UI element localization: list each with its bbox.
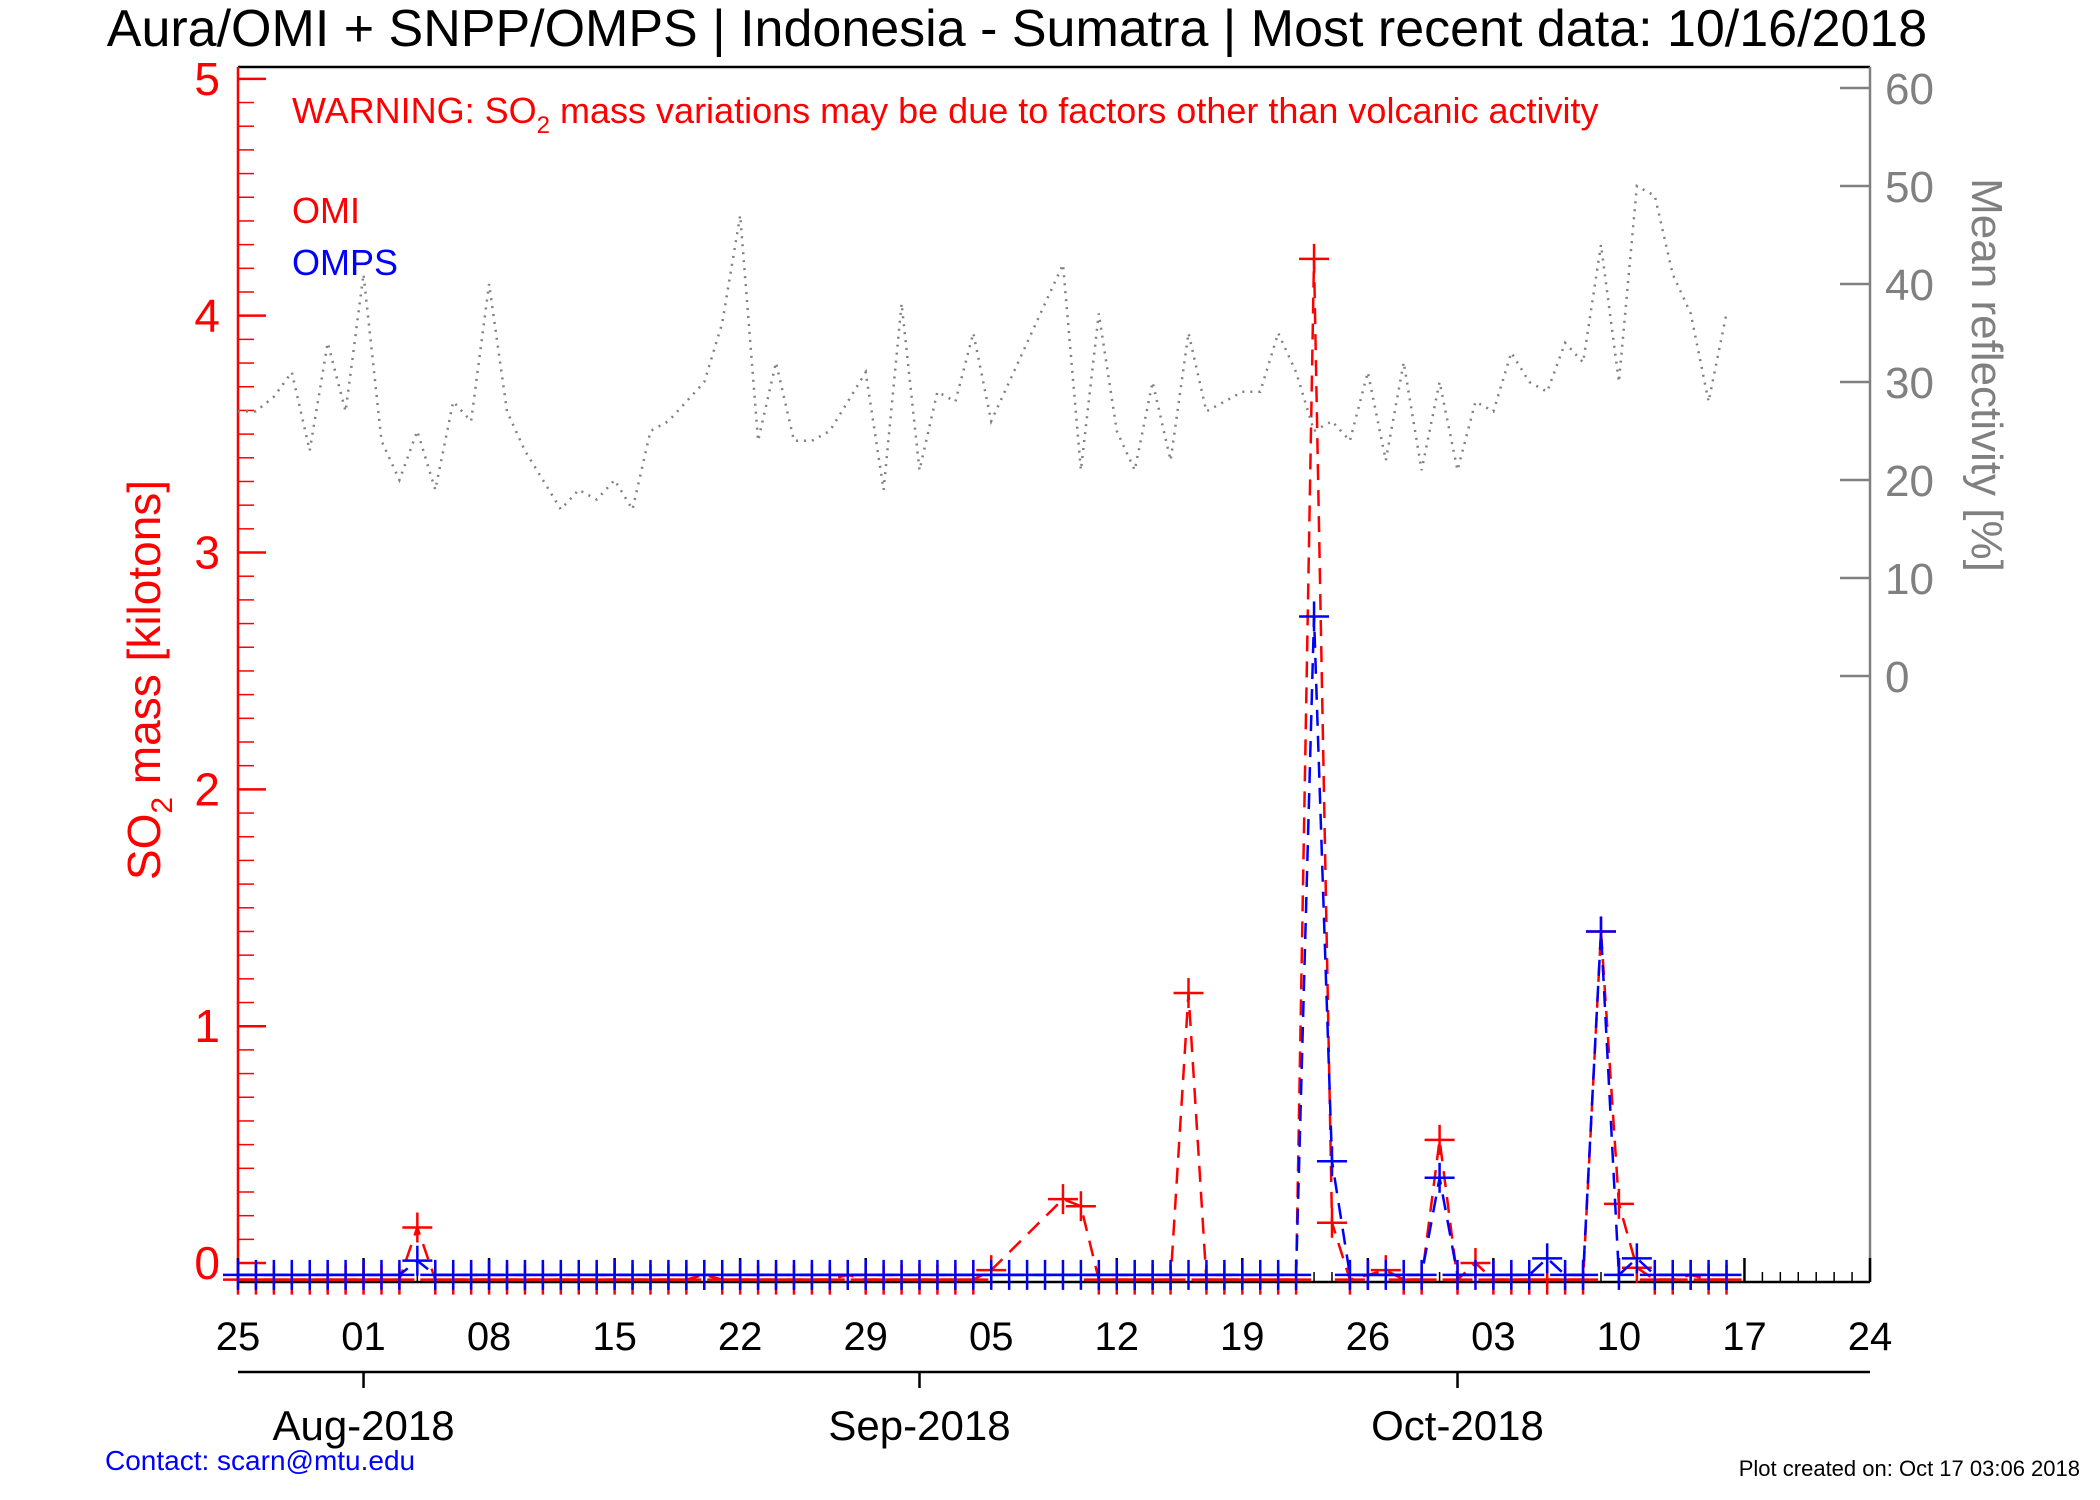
created-text: Plot created on: Oct 17 03:06 2018 (1739, 1456, 2080, 1481)
x-tick-label: 24 (1848, 1315, 1893, 1359)
omi-point (1299, 243, 1330, 274)
omi-point (1065, 1191, 1096, 1222)
x-tick-label: 25 (216, 1315, 261, 1359)
omps-point (1514, 1259, 1545, 1290)
legend-omi: OMI (292, 190, 360, 231)
right-tick-label: 10 (1885, 555, 1934, 604)
x-tick-label: 15 (592, 1315, 637, 1359)
right-tick-label: 40 (1885, 261, 1934, 310)
series-layer (223, 183, 1742, 1295)
chart-title: Aura/OMI + SNPP/OMPS | Indonesia - Sumat… (107, 0, 1927, 58)
month-label: Aug-2018 (272, 1402, 454, 1449)
right-tick-labels: 0 10 20 30 40 50 60 (1885, 65, 1934, 702)
omi-point (402, 1212, 433, 1243)
x-tick-label: 12 (1095, 1315, 1140, 1359)
omps-point (402, 1245, 433, 1276)
omps-point (1424, 1162, 1455, 1193)
left-axis-label: SO2 mass [kilotons] (118, 480, 179, 880)
omi-point (1173, 978, 1204, 1009)
legend-omps: OMPS (292, 242, 398, 283)
omi-point (1047, 1184, 1078, 1215)
x-tick-label: 08 (467, 1315, 512, 1359)
right-tick-label: 50 (1885, 163, 1934, 212)
left-tick-labels: 0 1 2 3 4 5 (194, 53, 220, 1289)
right-tick-label: 60 (1885, 65, 1934, 114)
x-tick-label: 17 (1722, 1315, 1767, 1359)
right-tick-label: 30 (1885, 359, 1934, 408)
x-tick-label: 01 (341, 1315, 386, 1359)
right-axis-label: Mean reflectivity [%] (1962, 178, 2011, 572)
x-tick-label: 22 (718, 1315, 763, 1359)
left-tick-label: 0 (194, 1237, 220, 1289)
omps-point (384, 1259, 415, 1290)
warning-text: WARNING: SO2 mass variations may be due … (292, 90, 1599, 139)
omps-point (1299, 601, 1330, 632)
left-tick-label: 3 (194, 527, 220, 579)
omi-point (1316, 1207, 1347, 1238)
omps-point (1281, 1259, 1312, 1290)
x-tick-label: 05 (969, 1315, 1014, 1359)
x-tick-label: 19 (1220, 1315, 1265, 1359)
omi-point (1424, 1124, 1455, 1155)
omps-point (1585, 916, 1616, 947)
x-tick-label: 26 (1346, 1315, 1391, 1359)
x-tick-labels: 25 01 08 15 22 29 05 12 19 26 03 10 17 24 (216, 1315, 1893, 1359)
left-tick-label: 2 (194, 763, 220, 815)
x-tick-label: 10 (1597, 1315, 1642, 1359)
left-tick-label: 1 (194, 1000, 220, 1052)
omps-point (1621, 1243, 1652, 1274)
axis-ticks (236, 77, 1872, 1388)
month-label: Sep-2018 (828, 1402, 1010, 1449)
x-tick-label: 29 (843, 1315, 888, 1359)
omi-point (1603, 1188, 1634, 1219)
left-tick-label: 4 (194, 290, 220, 342)
right-tick-label: 0 (1885, 653, 1909, 702)
x-tick-label: 03 (1471, 1315, 1516, 1359)
mean-reflectivity-line (238, 183, 1728, 513)
omps-point (1711, 1259, 1742, 1290)
omps-point (1532, 1243, 1563, 1274)
omps-point (1568, 1259, 1599, 1290)
contact-text: Contact: scarn@mtu.edu (105, 1445, 415, 1476)
month-labels: Aug-2018 Sep-2018 Oct-2018 (272, 1402, 1543, 1449)
month-label: Oct-2018 (1371, 1402, 1544, 1449)
omps-line (238, 616, 1727, 1278)
right-tick-label: 20 (1885, 457, 1934, 506)
omps-point (1603, 1259, 1634, 1290)
omps-point (1316, 1146, 1347, 1177)
left-tick-label: 5 (194, 53, 220, 105)
omps-point (1406, 1259, 1437, 1290)
